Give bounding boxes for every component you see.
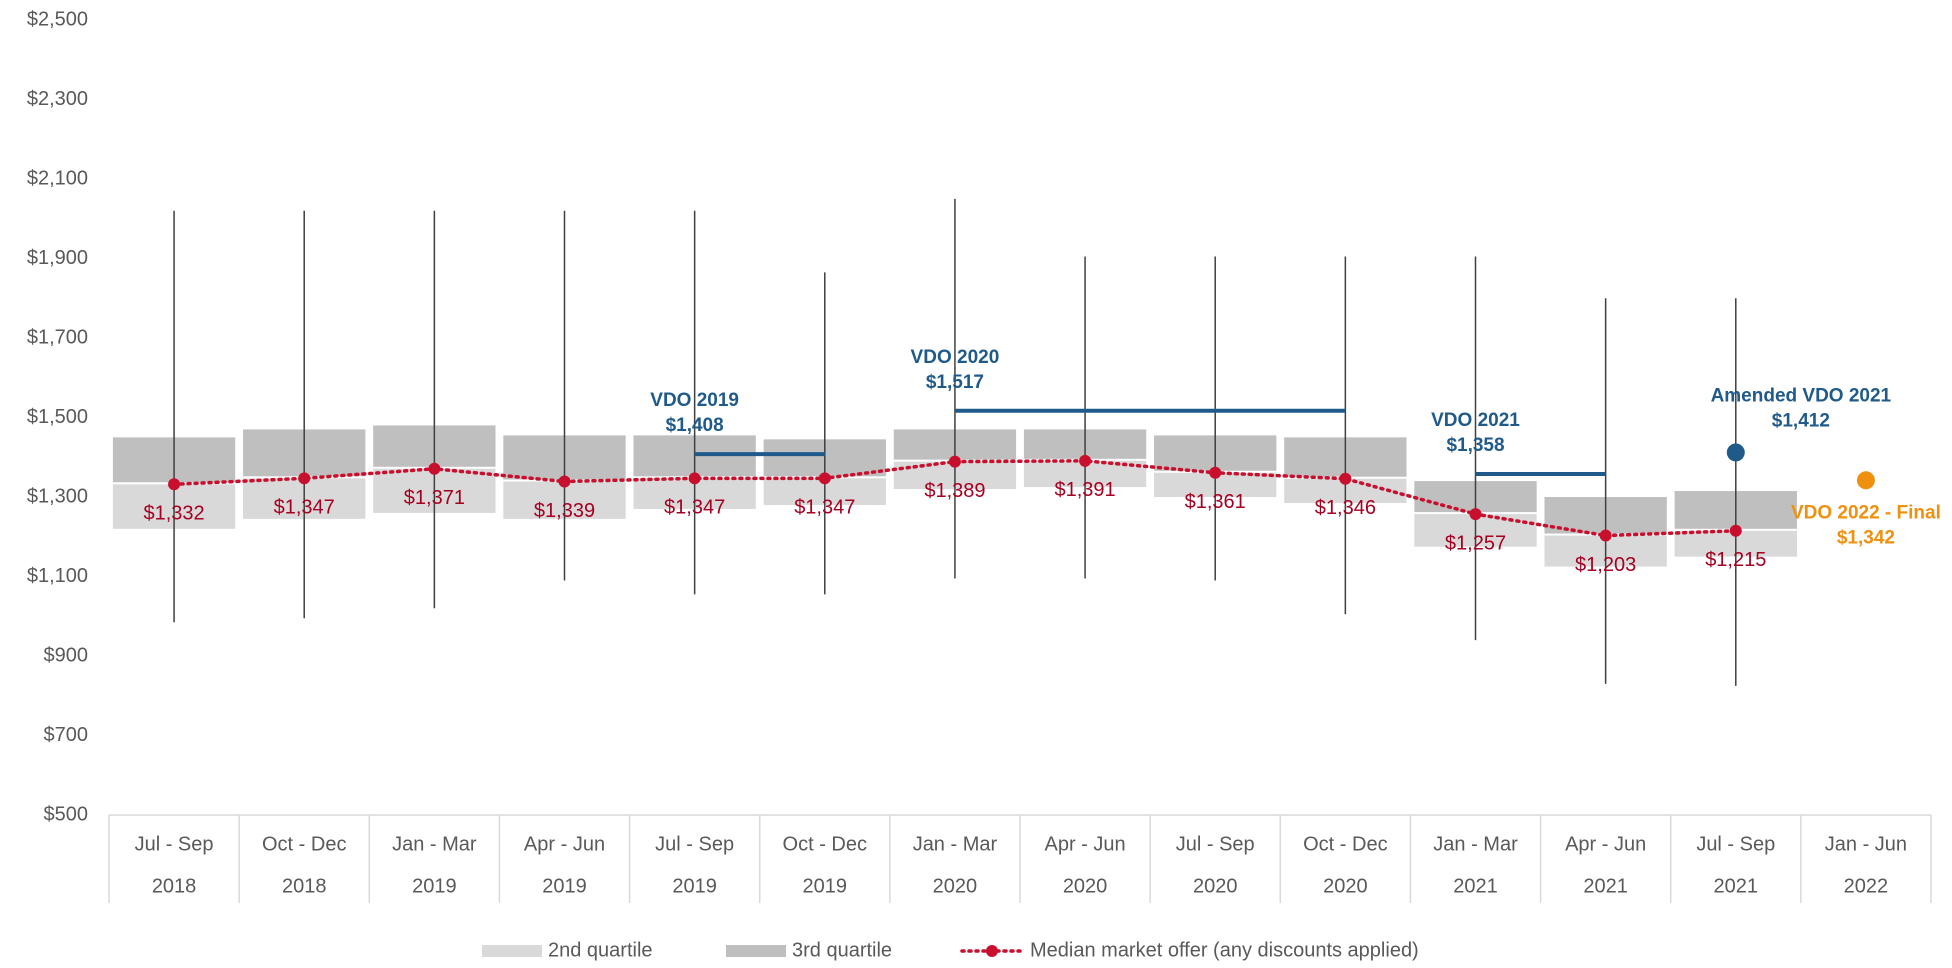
- x-tick-label: Jul - Sep: [655, 833, 734, 855]
- x-tick-label: Jul - Sep: [1696, 833, 1775, 855]
- legend-swatch: [482, 945, 542, 957]
- x-tick-label: Jan - Jun: [1825, 833, 1907, 855]
- x-tick-label: Oct - Dec: [1303, 833, 1387, 855]
- x-tick-label: Jan - Mar: [1433, 833, 1518, 855]
- x-tick-label: 2021: [1714, 875, 1759, 897]
- x-tick-label: Jul - Sep: [1176, 833, 1255, 855]
- reference-name: VDO 2020: [911, 347, 1000, 368]
- x-tick-label: 2018: [152, 875, 197, 897]
- median-point: [688, 472, 701, 485]
- reference-value: $1,342: [1837, 527, 1895, 548]
- median-label: $1,339: [534, 500, 595, 522]
- x-tick-label: Oct - Dec: [783, 833, 867, 855]
- median-label: $1,215: [1705, 549, 1766, 571]
- reference-name: VDO 2021: [1431, 410, 1520, 431]
- x-tick-label: Apr - Jun: [1565, 833, 1646, 855]
- reference-value: $1,358: [1446, 435, 1504, 456]
- median-point: [818, 472, 831, 485]
- reference-point: [1726, 443, 1745, 462]
- median-label: $1,346: [1315, 497, 1376, 519]
- median-point: [168, 478, 181, 491]
- reference-value: $1,408: [666, 415, 724, 436]
- median-point: [1729, 524, 1742, 537]
- x-tick-label: 2019: [803, 875, 848, 897]
- median-point: [1599, 529, 1612, 542]
- x-tick-label: 2021: [1453, 875, 1498, 897]
- median-label: $1,389: [924, 480, 985, 502]
- reference-name: VDO 2022 - Final: [1791, 502, 1941, 523]
- median-point: [428, 462, 441, 475]
- median-point: [298, 472, 311, 485]
- median-label: $1,371: [404, 487, 465, 509]
- y-tick-label: $1,100: [27, 565, 88, 587]
- x-tick-label: Apr - Jun: [1044, 833, 1125, 855]
- legend-swatch: [986, 945, 998, 957]
- x-tick-label: 2020: [1193, 875, 1238, 897]
- y-tick-label: $1,300: [27, 485, 88, 507]
- legend-label: 3rd quartile: [792, 939, 892, 961]
- y-tick-label: $700: [44, 724, 89, 746]
- median-point: [1209, 466, 1222, 479]
- x-tick-label: 2020: [1323, 875, 1368, 897]
- x-tick-label: Jan - Mar: [913, 833, 998, 855]
- legend-label: Median market offer (any discounts appli…: [1030, 939, 1419, 961]
- x-tick-label: 2022: [1844, 875, 1889, 897]
- x-tick-label: Apr - Jun: [524, 833, 605, 855]
- y-tick-label: $1,900: [27, 247, 88, 269]
- reference-value: $1,412: [1772, 410, 1830, 431]
- x-tick-label: 2021: [1583, 875, 1628, 897]
- y-tick-label: $2,300: [27, 88, 88, 110]
- x-tick-label: 2019: [672, 875, 717, 897]
- median-point: [558, 475, 571, 488]
- median-label: $1,257: [1445, 532, 1506, 554]
- x-tick-label: 2018: [282, 875, 327, 897]
- median-label: $1,203: [1575, 554, 1636, 576]
- x-tick-label: 2020: [1063, 875, 1108, 897]
- reference-value: $1,517: [926, 372, 984, 393]
- median-label: $1,332: [143, 503, 204, 525]
- y-tick-label: $500: [44, 803, 89, 825]
- median-label: $1,347: [274, 497, 335, 519]
- y-tick-label: $1,700: [27, 326, 88, 348]
- median-label: $1,347: [664, 497, 725, 519]
- y-tick-label: $1,500: [27, 406, 88, 428]
- median-point: [1339, 472, 1352, 485]
- legend-swatch: [726, 945, 786, 957]
- median-label: $1,361: [1185, 491, 1246, 513]
- median-label: $1,347: [794, 497, 855, 519]
- x-tick-label: Jan - Mar: [392, 833, 477, 855]
- median-label: $1,391: [1054, 479, 1115, 501]
- median-point: [1079, 454, 1092, 467]
- reference-name: VDO 2019: [650, 390, 739, 411]
- y-tick-label: $2,500: [27, 8, 88, 30]
- y-tick-label: $900: [44, 644, 89, 666]
- reference-point: [1856, 471, 1875, 490]
- x-tick-label: Jul - Sep: [135, 833, 214, 855]
- y-tick-label: $2,100: [27, 167, 88, 189]
- reference-name: Amended VDO 2021: [1711, 385, 1892, 406]
- median-point: [1469, 508, 1482, 521]
- x-tick-label: 2019: [542, 875, 587, 897]
- legend-label: 2nd quartile: [548, 939, 653, 961]
- x-tick-label: Oct - Dec: [262, 833, 346, 855]
- median-point: [948, 455, 961, 468]
- x-tick-label: 2019: [412, 875, 457, 897]
- x-tick-label: 2020: [933, 875, 978, 897]
